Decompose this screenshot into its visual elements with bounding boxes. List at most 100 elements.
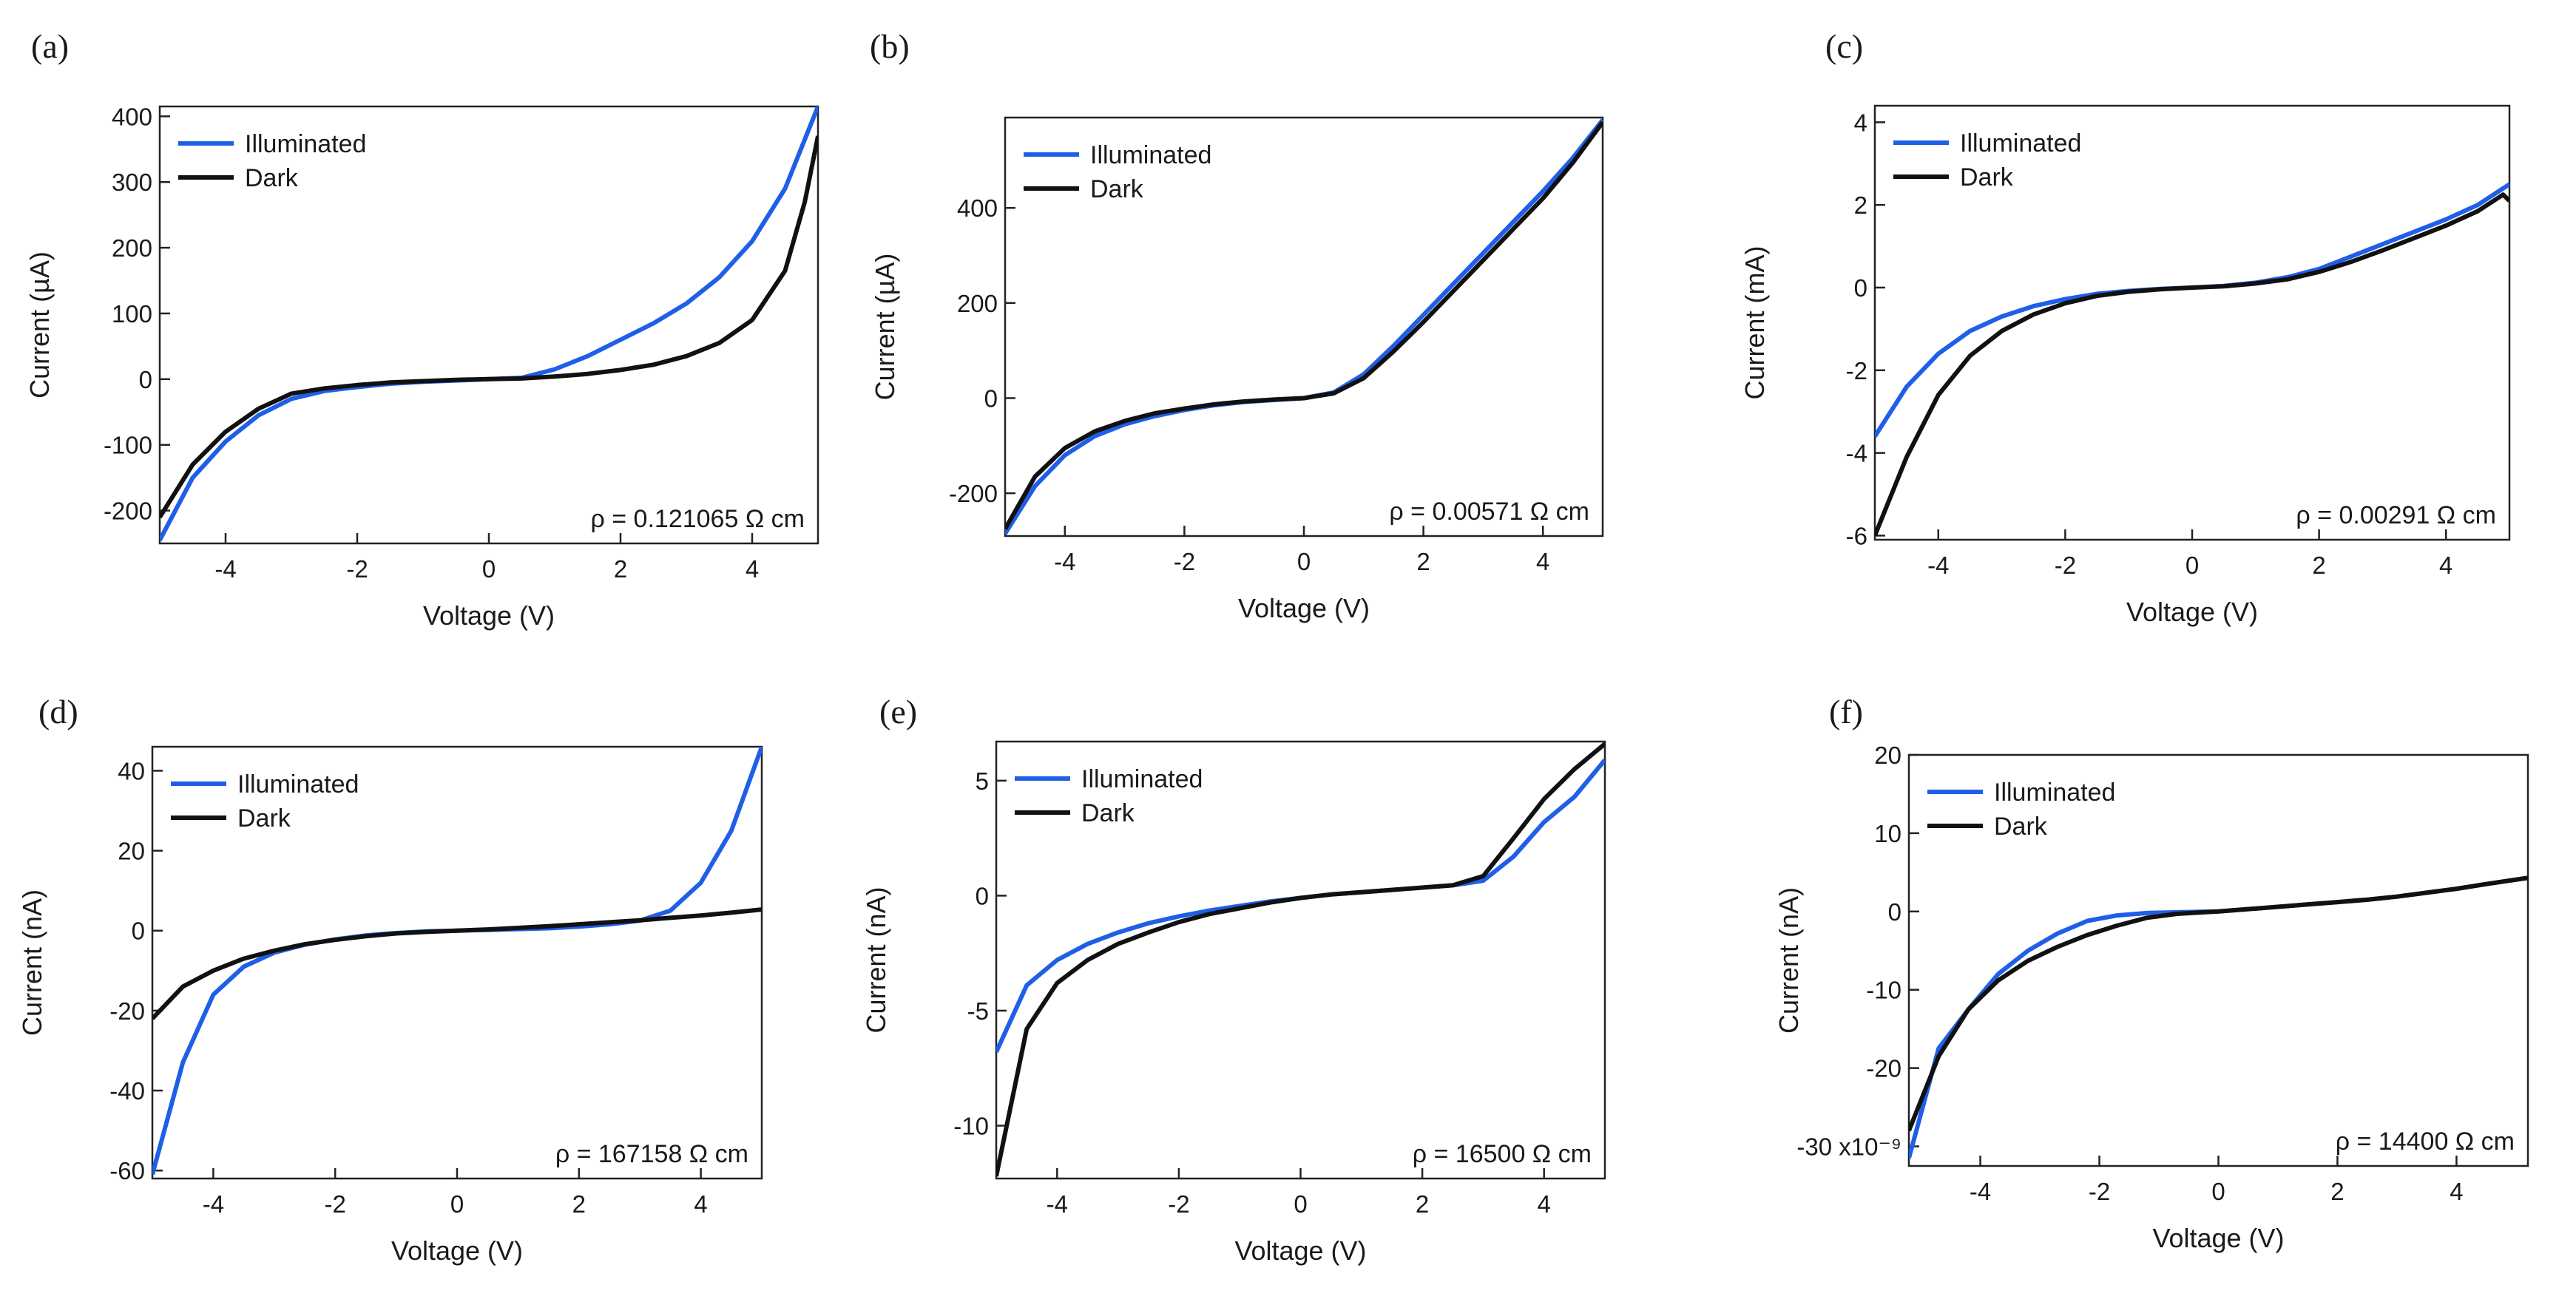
y-axis-label: Current (µA) — [24, 251, 55, 399]
panel-label: (f) — [1829, 693, 1863, 730]
y-tick-label: -40 — [109, 1077, 145, 1105]
dark-series-line — [152, 907, 762, 1020]
dark-series-line — [1909, 875, 2528, 1132]
x-tick-label: 4 — [2439, 552, 2452, 579]
legend-label-dark: Dark — [1994, 813, 2048, 841]
chart-panel: (e) -4 -2 0 2 4 -10 -5 0 5 Voltage (V) Current (nA)… — [861, 693, 1606, 1266]
y-tick-label: 0 — [139, 366, 152, 393]
x-axis-label: Voltage (V) — [1234, 1235, 1366, 1266]
x-axis-label: Voltage (V) — [423, 600, 555, 631]
x-tick-label: 4 — [1536, 548, 1549, 575]
legend-label-dark: Dark — [1090, 175, 1144, 203]
resistivity-annotation: ρ = 167158 Ω cm — [555, 1140, 748, 1168]
x-tick-label: 0 — [482, 555, 496, 583]
x-tick-label: -4 — [203, 1190, 224, 1218]
y-tick-label: 0 — [984, 384, 998, 412]
x-axis-label: Voltage (V) — [1238, 593, 1370, 623]
illuminated-series-line — [1909, 875, 2528, 1159]
x-axis-label: Voltage (V) — [2126, 597, 2258, 627]
y-tick-label: 0 — [976, 882, 989, 909]
y-axis-label: Current (µA) — [870, 254, 900, 401]
series-group — [1909, 875, 2528, 1159]
x-tick-label: 0 — [2185, 552, 2199, 579]
x-tick-label: -2 — [346, 555, 368, 583]
legend-label-dark: Dark — [1960, 163, 2014, 191]
y-tick-label: 0 — [1854, 274, 1867, 302]
y-tick-label: -6 — [1846, 522, 1867, 549]
resistivity-annotation: ρ = 0.121065 Ω cm — [590, 505, 805, 533]
y-axis-label: Current (nA) — [1774, 887, 1804, 1034]
y-tick-label: -4 — [1846, 440, 1867, 467]
y-tick-label: -10 — [1866, 977, 1901, 1004]
legend-label-dark: Dark — [1081, 799, 1135, 827]
x-tick-label: 0 — [1297, 548, 1311, 575]
y-tick-label: 200 — [112, 234, 152, 262]
y-tick-label: -100 — [104, 432, 152, 459]
x-tick-label: 2 — [614, 555, 627, 583]
y-tick-label: 20 — [118, 838, 145, 865]
series-group — [1005, 118, 1603, 535]
x-tick-label: -2 — [2055, 552, 2076, 579]
resistivity-annotation: ρ = 0.00291 Ω cm — [2296, 501, 2496, 529]
y-axis-label: Current (nA) — [17, 889, 47, 1036]
legend-label-dark: Dark — [245, 164, 299, 192]
y-tick-label: 300 — [112, 169, 152, 196]
y-axis-label: Current (nA) — [861, 886, 891, 1033]
legend-label-illuminated: Illuminated — [1960, 129, 2081, 157]
series-group — [160, 106, 818, 541]
legend-label-illuminated: Illuminated — [1081, 765, 1203, 793]
y-tick-label: 2 — [1854, 191, 1867, 219]
y-tick-label: -60 — [109, 1157, 145, 1184]
x-tick-label: 0 — [450, 1190, 464, 1218]
x-tick-label: 0 — [1294, 1190, 1307, 1218]
x-tick-label: 4 — [1538, 1190, 1551, 1218]
y-tick-label: 200 — [957, 290, 998, 317]
panel-label: (a) — [31, 27, 69, 65]
x-tick-label: 2 — [572, 1190, 586, 1218]
y-tick-label: -30 x10⁻⁹ — [1796, 1133, 1901, 1161]
x-tick-label: 2 — [2330, 1178, 2344, 1205]
y-tick-label: -10 — [953, 1112, 989, 1139]
x-tick-label: 2 — [1416, 548, 1430, 575]
x-tick-label: 0 — [2211, 1178, 2225, 1205]
dark-series-line — [996, 742, 1605, 1177]
x-tick-label: 4 — [2450, 1178, 2463, 1205]
x-tick-label: 4 — [694, 1190, 707, 1218]
y-tick-label: -5 — [967, 997, 989, 1025]
x-tick-label: 2 — [1416, 1190, 1429, 1218]
y-tick-label: 20 — [1874, 742, 1901, 769]
x-tick-label: -2 — [325, 1190, 346, 1218]
y-tick-label: 4 — [1854, 109, 1867, 136]
resistivity-annotation: ρ = 14400 Ω cm — [2336, 1128, 2515, 1156]
legend-label-dark: Dark — [237, 804, 291, 833]
y-tick-label: -2 — [1846, 357, 1867, 384]
dark-series-line — [1005, 121, 1603, 530]
y-tick-label: 400 — [957, 194, 998, 222]
y-tick-label: 0 — [1888, 898, 1901, 926]
y-tick-label: -200 — [104, 498, 152, 525]
x-tick-label: -4 — [1047, 1190, 1068, 1218]
chart-panel: (a) -4 -2 0 2 4 -200 -100 0 100 200 300 400 Voltage (… — [24, 27, 819, 631]
y-tick-label: 0 — [132, 918, 145, 945]
legend-label-illuminated: Illuminated — [245, 130, 366, 158]
series-group — [996, 742, 1605, 1177]
x-tick-label: 2 — [2312, 552, 2325, 579]
x-axis-label: Voltage (V) — [391, 1235, 523, 1266]
x-tick-label: 4 — [746, 555, 759, 583]
x-tick-label: -4 — [1970, 1178, 1991, 1205]
x-axis-label: Voltage (V) — [2152, 1223, 2284, 1253]
legend-label-illuminated: Illuminated — [1090, 141, 1211, 169]
series-group — [152, 747, 762, 1176]
x-tick-label: -2 — [1174, 548, 1195, 575]
x-tick-label: -4 — [1054, 548, 1075, 575]
resistivity-annotation: ρ = 16500 Ω cm — [1413, 1140, 1592, 1168]
x-tick-label: -4 — [214, 555, 236, 583]
y-tick-label: 5 — [976, 767, 989, 795]
series-group — [1875, 182, 2509, 537]
y-axis-label: Current (mA) — [1740, 245, 1770, 399]
x-tick-label: -4 — [1927, 552, 1949, 579]
x-tick-label: -2 — [2089, 1178, 2110, 1205]
dark-series-line — [160, 135, 818, 519]
